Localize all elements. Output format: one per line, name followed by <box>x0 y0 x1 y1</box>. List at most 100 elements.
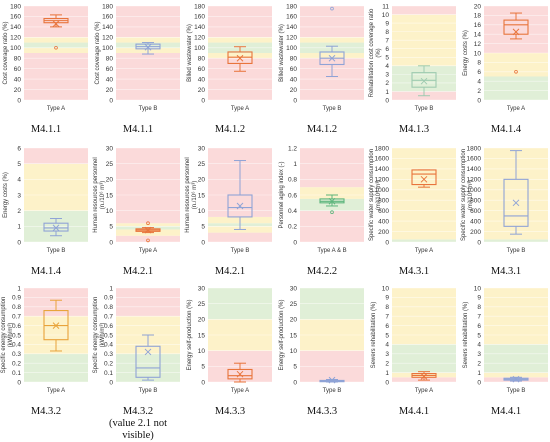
band-green <box>392 239 456 242</box>
mean-marker <box>328 197 336 205</box>
y-tick-label: 100 <box>10 45 21 52</box>
y-tick-label: 1 <box>17 224 21 231</box>
y-tick-label: 9 <box>385 295 389 302</box>
mean-marker <box>144 226 152 234</box>
y-tick-label: 3 <box>385 351 389 358</box>
chart-panel-16: 0 1 2 3 4 5 6 7 8 9 10 Sewers rehabilitation (%) Typ… <box>368 282 460 425</box>
y-axis-label: Specific water supply consumption(m³/10⁶… <box>369 149 382 241</box>
indicator-code: M4.1.2 <box>214 124 246 135</box>
y-tick-label: 0 <box>201 379 205 386</box>
y-tick-label: 30 <box>198 285 206 292</box>
y-tick-label: 12 <box>474 41 482 48</box>
indicator-code: M4.1.4 <box>490 124 522 135</box>
box-plot <box>411 65 437 97</box>
mean-marker <box>236 202 244 210</box>
y-tick-label: 0 <box>477 97 481 104</box>
y-tick-label: 5 <box>385 55 389 62</box>
y-tick-label: 10 <box>474 285 482 292</box>
x-axis-label: Type B <box>139 106 158 112</box>
y-tick-label: 2 <box>477 88 481 95</box>
y-tick-label: 5 <box>17 161 21 168</box>
chart-panel-2: 0 20 40 60 80 100 120 140 160 180 Billed wastewate… <box>184 0 276 140</box>
mean-marker <box>328 54 336 62</box>
y-tick-label: 1400 <box>375 166 390 173</box>
y-tick-label: 10 <box>106 208 114 215</box>
chart-panel-15: 0 5 10 15 20 25 30 Energy self-production (%) Ty… <box>276 282 368 425</box>
band-red <box>300 148 364 188</box>
band-yellow <box>300 37 364 43</box>
y-tick-label: 20 <box>14 87 22 94</box>
y-tick-label: 0 <box>201 97 205 104</box>
band-green <box>484 239 548 242</box>
y-axis-label: Specific water supply consumption(m³/10⁶… <box>461 149 474 241</box>
y-tick-label: 600 <box>378 208 389 215</box>
y-tick-label: 0.8 <box>104 304 113 311</box>
chart-panel-13: 0 0.1 0.2 0.3 0.4 0.5 0.6 0.7 0.8 0.9 1 Specific en… <box>92 282 184 441</box>
mean-marker <box>420 373 428 380</box>
y-tick-label: 9 <box>385 20 389 27</box>
y-tick-label: 10 <box>382 12 390 19</box>
iqr-box <box>503 178 529 227</box>
chart-panel-14: 0 5 10 15 20 25 30 Energy self-production (%) Ty… <box>184 282 276 425</box>
y-tick-label: 6 <box>17 145 21 152</box>
y-axis-label: Energy costs (%) <box>3 172 9 218</box>
box-plot <box>43 218 69 237</box>
y-tick-label: 0 <box>477 239 481 246</box>
y-tick-label: 0.6 <box>288 192 297 199</box>
chart-svg-10: 0 200 400 600 800 1000 1200 1400 1600 1800Specifi… <box>369 145 456 254</box>
band-red <box>116 148 180 224</box>
mean-marker <box>52 322 60 329</box>
y-tick-label: 15 <box>198 332 206 339</box>
y-tick-label: 20 <box>198 177 206 184</box>
y-tick-label: 1800 <box>375 145 390 152</box>
y-tick-label: 180 <box>194 3 205 10</box>
y-tick-label: 180 <box>286 3 297 10</box>
band-yellow <box>484 372 548 378</box>
y-tick-label: 4 <box>477 79 481 86</box>
indicator-code: M4.2.2 <box>306 266 338 277</box>
indicator-code: M4.1.1 <box>30 124 62 135</box>
y-tick-label: 1 <box>17 285 21 292</box>
y-tick-label: 4 <box>17 177 21 184</box>
outlier-point <box>514 70 518 74</box>
band-yellow <box>24 47 88 53</box>
chart-svg-14: 0 5 10 15 20 25 30 Energy self-production (%) Ty… <box>187 285 272 394</box>
x-axis-label: Type B <box>507 248 526 254</box>
y-tick-label: 10 <box>474 50 482 57</box>
box-plot <box>319 376 345 384</box>
y-tick-label: 3 <box>385 72 389 79</box>
chart-panel-7: 0 5 10 15 20 25 30 Human resources personnel(n.… <box>92 142 184 282</box>
y-tick-label: 40 <box>290 76 298 83</box>
y-tick-label: 0.1 <box>104 370 113 377</box>
indicator-code: M4.3.1 <box>490 266 522 277</box>
y-tick-label: 120 <box>102 35 113 42</box>
y-tick-label: 10 <box>198 348 206 355</box>
mean-marker <box>52 224 60 232</box>
mean-marker <box>236 54 244 62</box>
indicator-code: M4.3.3 <box>214 406 246 417</box>
y-tick-label: 25 <box>106 161 114 168</box>
band-yellow <box>300 187 364 199</box>
band-green <box>484 76 548 100</box>
y-tick-label: 6 <box>385 46 389 53</box>
y-tick-label: 100 <box>194 45 205 52</box>
chart-svg-9: 0 0.2 0.4 0.6 0.8 1 1.2 Personnel aging index (… <box>279 145 364 254</box>
y-tick-label: 160 <box>10 14 21 21</box>
y-tick-label: 1600 <box>467 156 482 163</box>
y-axis-label: Human resources personnel(n./10⁶ m³) <box>93 157 106 232</box>
y-tick-label: 160 <box>102 14 113 21</box>
y-tick-label: 15 <box>290 332 298 339</box>
y-tick-label: 20 <box>290 317 298 324</box>
y-tick-label: 4 <box>385 342 389 349</box>
y-tick-label: 5 <box>385 332 389 339</box>
x-axis-label: Type A <box>47 388 65 394</box>
y-tick-label: 1600 <box>375 156 390 163</box>
y-tick-label: 0 <box>109 379 113 386</box>
y-tick-label: 600 <box>470 208 481 215</box>
y-tick-label: 18 <box>474 13 482 20</box>
y-tick-label: 0.1 <box>12 370 21 377</box>
chart-panel-3: 0 20 40 60 80 100 120 140 160 180 Billed wastewate… <box>276 0 368 140</box>
y-tick-label: 10 <box>198 208 206 215</box>
